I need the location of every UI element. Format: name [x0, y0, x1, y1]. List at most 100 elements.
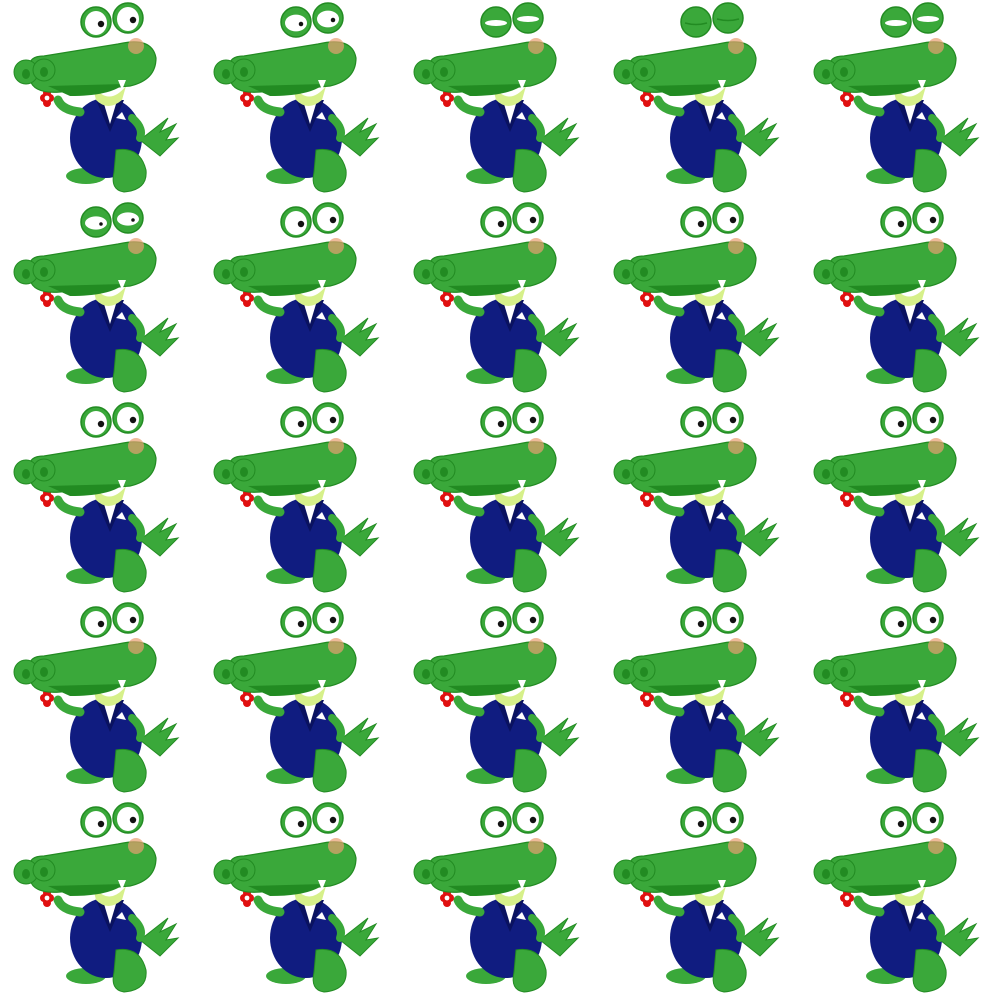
- cheek: [128, 638, 144, 654]
- arm: [253, 895, 285, 917]
- crocodile-sprite: [413, 802, 580, 993]
- neck: [292, 84, 326, 106]
- tail: [939, 517, 980, 557]
- cheek: [728, 638, 744, 654]
- pocket-square: [316, 512, 326, 520]
- eyeball: [485, 611, 507, 635]
- eyeball: [685, 411, 707, 435]
- arm-right: [528, 114, 545, 142]
- crocodile-sprite: [413, 2, 580, 193]
- nostril: [422, 469, 430, 479]
- tail: [939, 717, 980, 757]
- eyeball: [85, 11, 107, 35]
- cheek: [328, 38, 344, 54]
- arm-right: [728, 914, 745, 942]
- arm-right: [328, 914, 345, 942]
- tail: [339, 917, 380, 957]
- snout: [429, 41, 557, 93]
- front-leg: [112, 148, 147, 193]
- arm: [53, 495, 85, 517]
- pupil: [330, 17, 336, 23]
- pupil: [897, 420, 905, 428]
- nostril: [622, 469, 630, 479]
- closed-eyelid: [684, 22, 708, 26]
- snout: [429, 841, 557, 893]
- arm: [853, 895, 885, 917]
- crocodile-sprite: [213, 802, 380, 993]
- pocket-square: [116, 312, 126, 320]
- eyeball: [885, 811, 907, 835]
- cheek: [728, 838, 744, 854]
- snout: [829, 41, 957, 93]
- snout: [629, 841, 757, 893]
- eyeball: [717, 607, 739, 631]
- pupil: [129, 416, 137, 424]
- jaw: [848, 484, 924, 496]
- eyeball: [317, 207, 339, 231]
- pocket-square: [316, 712, 326, 720]
- nostril: [22, 269, 30, 279]
- eyeball: [117, 7, 139, 31]
- tooth: [718, 680, 726, 690]
- eyeball: [117, 607, 139, 631]
- shirt: [104, 104, 116, 124]
- front-leg: [912, 948, 947, 993]
- eyeball: [85, 216, 107, 230]
- pupil: [529, 616, 537, 624]
- crocodile-sprite: [413, 202, 580, 393]
- jaw: [448, 884, 524, 896]
- arm-right: [728, 114, 745, 142]
- front-leg: [712, 748, 747, 793]
- eyeball: [917, 407, 939, 431]
- snout: [829, 641, 957, 693]
- pupil: [897, 620, 905, 628]
- tooth: [718, 280, 726, 290]
- jaw: [648, 884, 724, 896]
- shirt: [704, 304, 716, 324]
- nostril: [422, 669, 430, 679]
- pupil: [298, 21, 304, 27]
- jaw: [248, 684, 324, 696]
- shirt: [704, 104, 716, 124]
- pocket-square: [716, 712, 726, 720]
- snout: [629, 241, 757, 293]
- pupil: [129, 16, 137, 24]
- front-leg: [512, 348, 547, 393]
- nostril: [622, 269, 630, 279]
- jaw: [248, 484, 324, 496]
- neck: [492, 884, 526, 906]
- neck: [692, 484, 726, 506]
- arm-right: [528, 714, 545, 742]
- nostril: [622, 869, 630, 879]
- eyeball: [317, 10, 339, 28]
- tail: [139, 917, 180, 957]
- tooth: [518, 80, 526, 90]
- shirt: [304, 304, 316, 324]
- eyeball: [517, 807, 539, 831]
- eyeball: [317, 807, 339, 831]
- pupil: [697, 420, 705, 428]
- arm: [253, 95, 285, 117]
- pocket-square: [316, 112, 326, 120]
- front-leg: [712, 348, 747, 393]
- crocodile-sprite: [13, 802, 180, 993]
- tail: [739, 317, 780, 357]
- pupil: [697, 820, 705, 828]
- crocodile-sprite: [813, 802, 980, 993]
- shirt: [504, 504, 516, 524]
- nostril: [22, 869, 30, 879]
- eyeball: [885, 411, 907, 435]
- sprite-frame: [400, 200, 600, 400]
- cheek: [528, 38, 544, 54]
- pupil: [529, 416, 537, 424]
- pupil: [97, 420, 105, 428]
- shirt: [304, 504, 316, 524]
- snout: [229, 441, 357, 493]
- pupil: [729, 616, 737, 624]
- tail: [139, 517, 180, 557]
- cheek: [328, 638, 344, 654]
- eyeball: [317, 407, 339, 431]
- jaw: [48, 684, 124, 696]
- neck: [892, 484, 926, 506]
- tail: [339, 117, 380, 157]
